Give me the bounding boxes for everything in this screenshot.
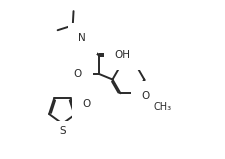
Text: O: O <box>74 69 82 79</box>
Text: N: N <box>79 33 86 43</box>
Text: O: O <box>82 100 90 109</box>
Text: O: O <box>142 91 150 101</box>
Text: CH₃: CH₃ <box>154 102 172 111</box>
Text: OH: OH <box>115 50 131 60</box>
Text: S: S <box>59 126 66 136</box>
